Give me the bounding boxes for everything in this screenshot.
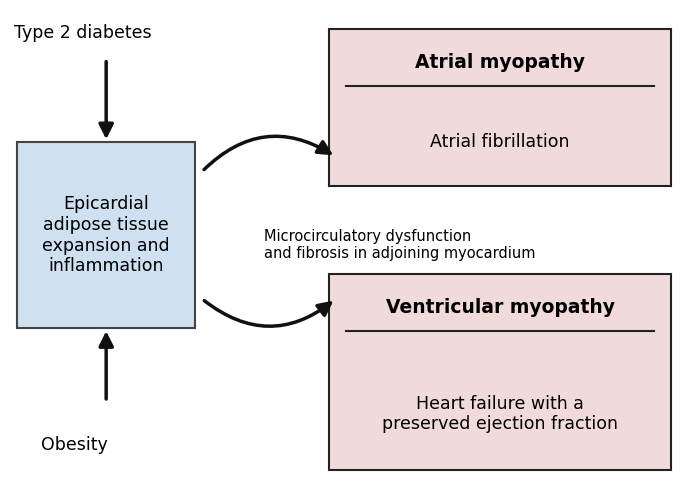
Text: Ventricular myopathy: Ventricular myopathy [386,298,614,317]
FancyBboxPatch shape [329,29,671,186]
Text: Atrial myopathy: Atrial myopathy [415,53,585,72]
FancyBboxPatch shape [17,142,195,328]
Text: Atrial fibrillation: Atrial fibrillation [430,133,570,151]
FancyBboxPatch shape [329,274,671,470]
Text: Epicardial
adipose tissue
expansion and
inflammation: Epicardial adipose tissue expansion and … [42,195,170,275]
Text: Type 2 diabetes: Type 2 diabetes [14,24,151,43]
Text: Obesity: Obesity [41,436,108,454]
Text: Microcirculatory dysfunction
and fibrosis in adjoining myocardium: Microcirculatory dysfunction and fibrosi… [264,229,535,261]
Text: Heart failure with a
preserved ejection fraction: Heart failure with a preserved ejection … [382,394,618,434]
